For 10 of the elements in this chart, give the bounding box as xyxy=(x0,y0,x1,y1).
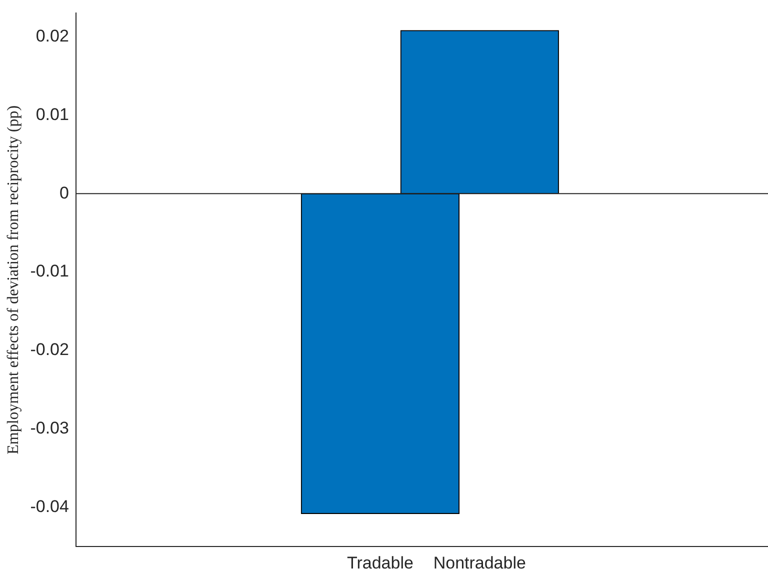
y-tick-label: 0.01 xyxy=(36,104,69,124)
y-tick-label: -0.03 xyxy=(30,418,69,438)
y-tick-label: 0 xyxy=(59,183,69,202)
x-tick-label: Nontradable xyxy=(433,553,526,572)
x-tick-label: Tradable xyxy=(346,553,414,572)
y-axis-title: Employment effects of deviation from reciprocity (pp) xyxy=(4,105,22,454)
y-tick-label: -0.04 xyxy=(30,497,69,516)
y-tick-label: 0.02 xyxy=(36,26,69,46)
y-tick-label: -0.02 xyxy=(30,340,69,360)
y-tick-label: -0.01 xyxy=(30,262,69,281)
